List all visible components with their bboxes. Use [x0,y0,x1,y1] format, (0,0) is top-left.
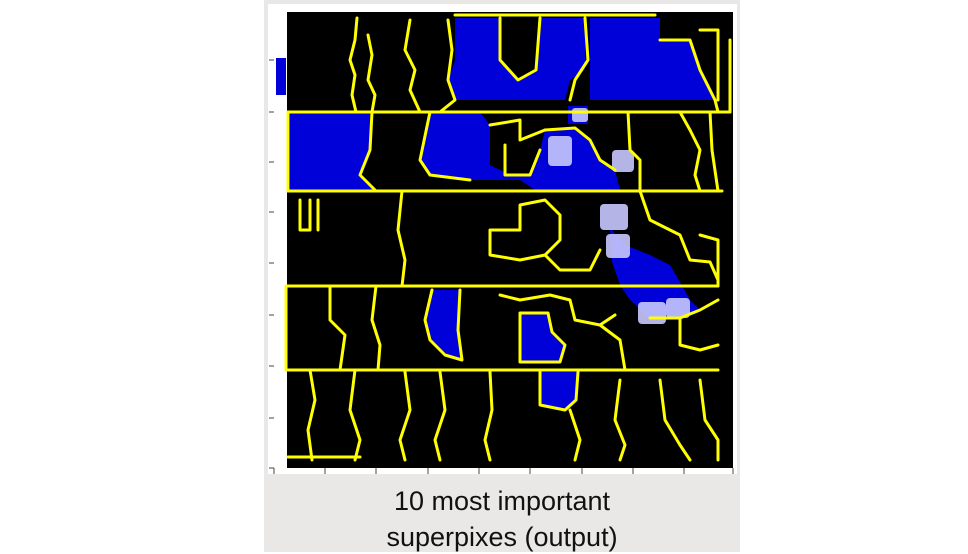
selected-superpixels [276,18,715,410]
superpixel-5 [610,228,700,318]
caption-line-1: 10 most important [393,486,611,516]
highlight-patch [638,302,666,324]
highlight-patch [548,136,572,166]
bottom-axis-ticks [273,468,734,474]
caption-line-2: superpixes (output) [386,522,618,552]
superpixel-3 [290,112,375,190]
highlight-patch [612,150,634,172]
highlight-patch [606,234,630,258]
highlight-patches [548,108,690,324]
superpixel-boundaries [284,13,732,462]
superpixel-2 [590,18,715,100]
superpixel-8 [540,372,578,410]
superpixel-9 [276,58,286,95]
highlight-patch [572,108,588,122]
highlight-patch [600,204,628,230]
superpixel-4 [420,112,620,190]
superpixel-7 [520,313,565,362]
highlight-patch [666,298,690,318]
superpixel-1 [448,18,585,100]
left-axis-ticks [269,59,274,469]
